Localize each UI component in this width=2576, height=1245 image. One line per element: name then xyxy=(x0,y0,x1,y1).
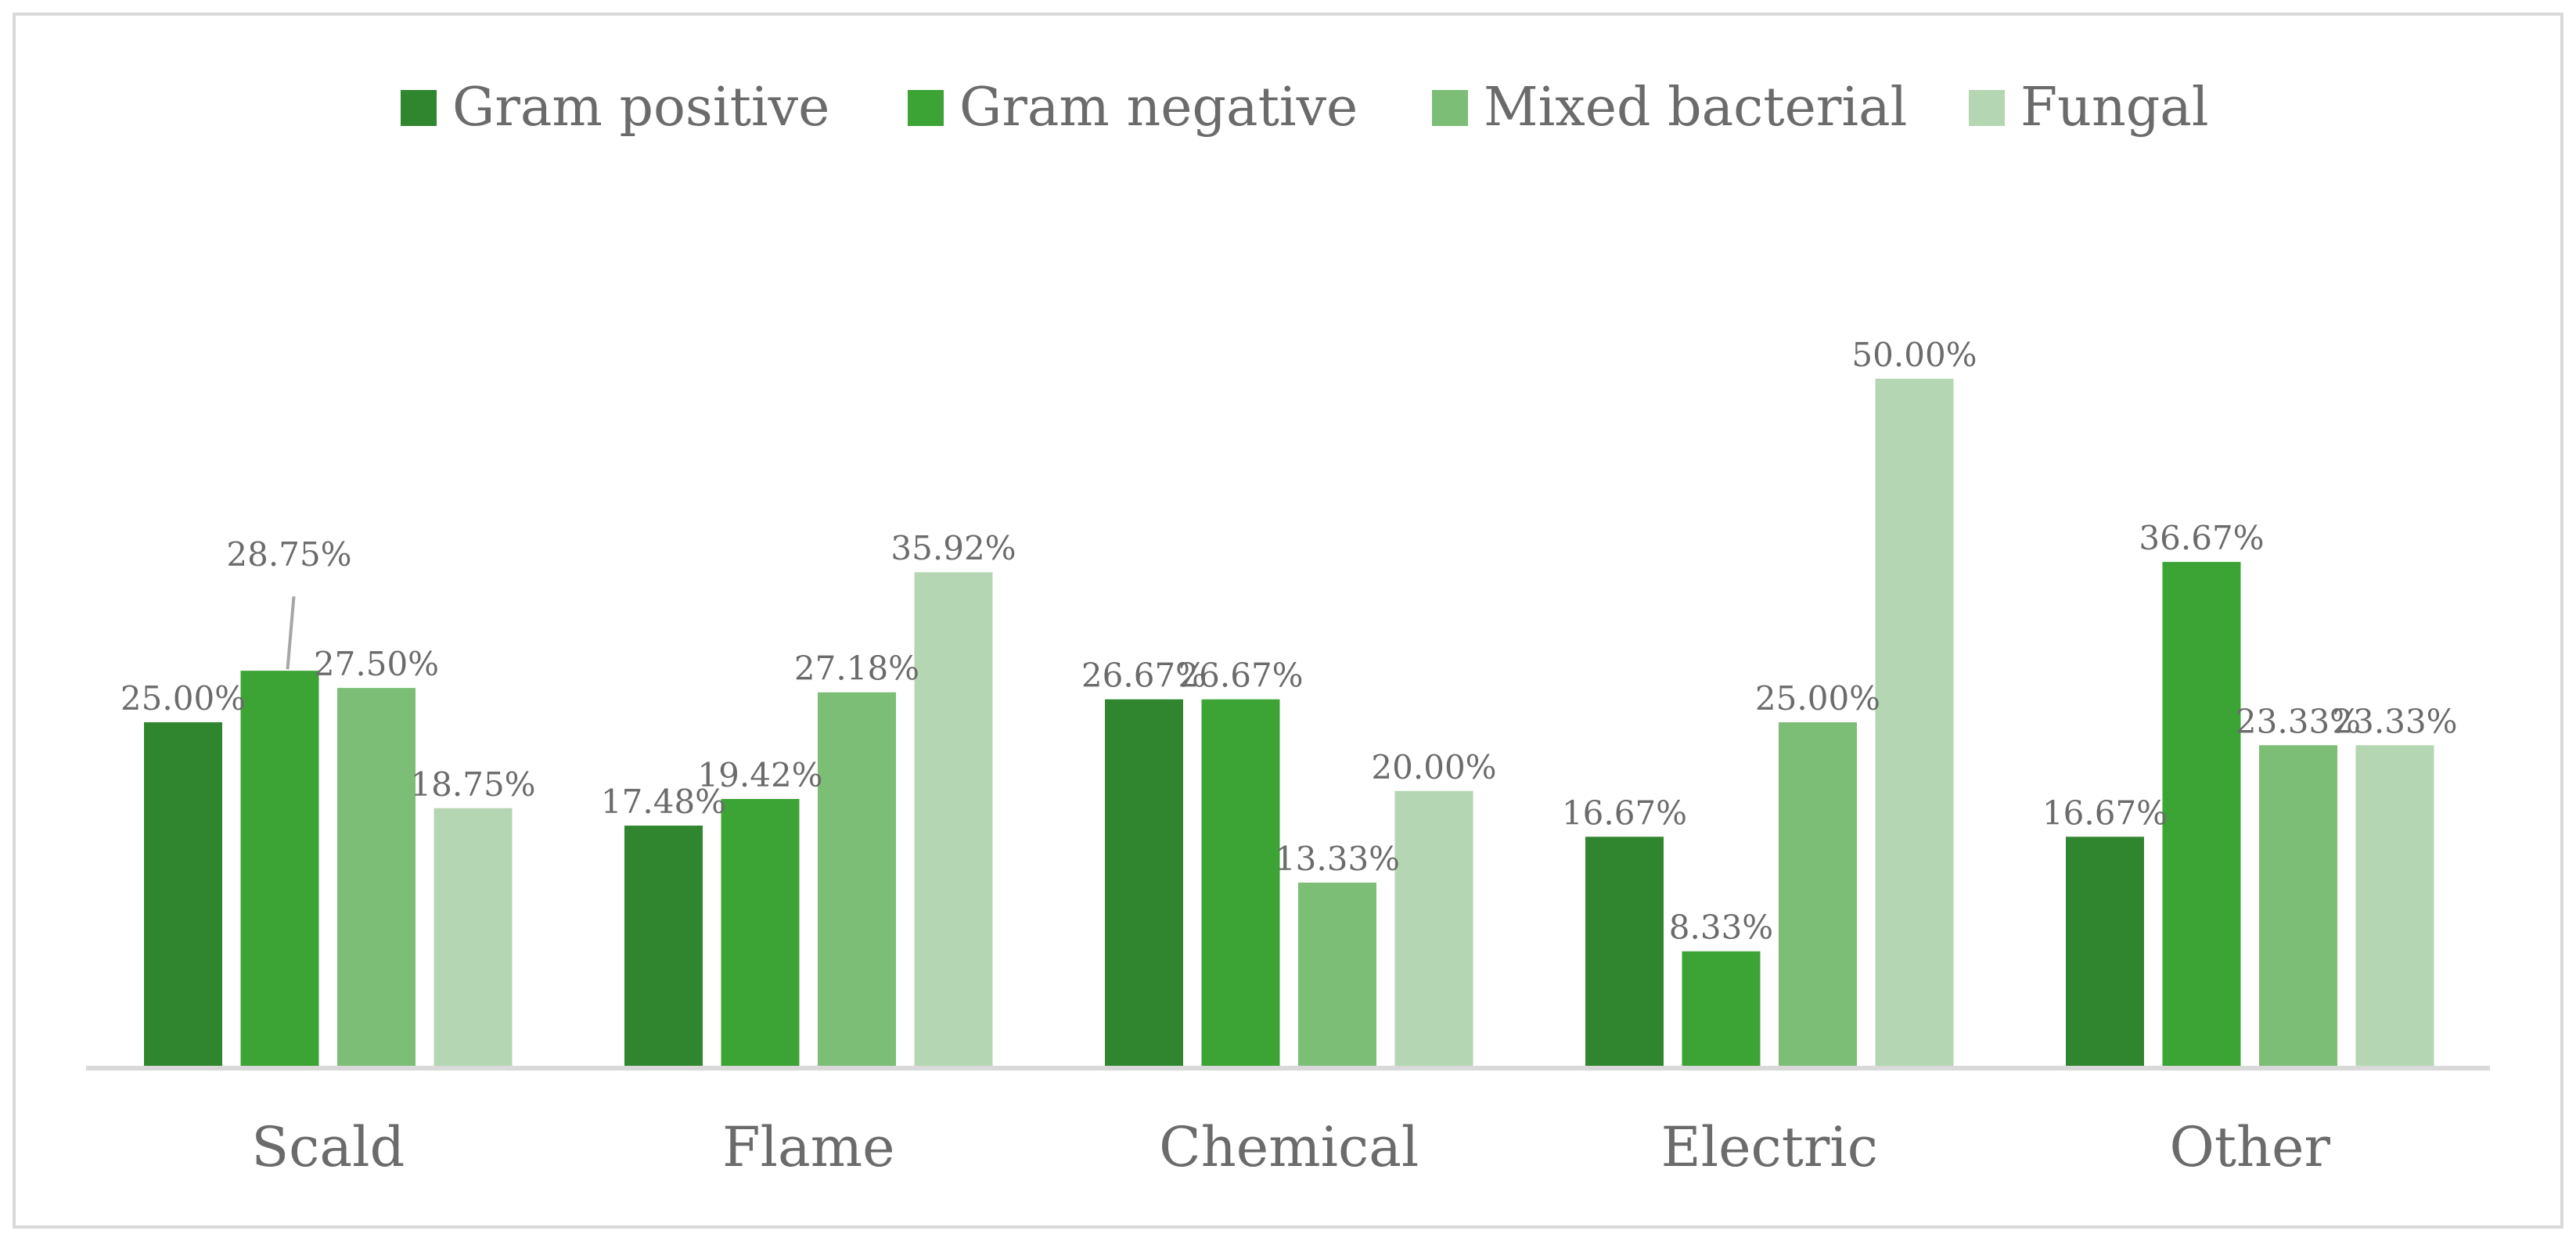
category-label-electric: Electric xyxy=(1661,1115,1878,1179)
data-label-electric-fungal: 50.00% xyxy=(1851,336,1977,374)
legend-swatch-fungal xyxy=(1969,90,2005,126)
bar-scald-fungal xyxy=(434,808,513,1066)
bar-electric-gram-positive xyxy=(1585,837,1664,1066)
category-label-chemical: Chemical xyxy=(1159,1115,1419,1179)
category-label-flame: Flame xyxy=(722,1115,895,1179)
bar-other-fungal xyxy=(2355,745,2434,1066)
data-label-electric-gram-positive: 16.67% xyxy=(1562,793,1687,832)
bar-flame-mixed-bacterial xyxy=(818,692,896,1066)
data-label-electric-gram-negative: 8.33% xyxy=(1669,909,1773,947)
legend-label-mixed-bacterial: Mixed bacterial xyxy=(1484,77,1907,139)
bar-flame-gram-positive xyxy=(624,826,703,1066)
bar-chemical-gram-positive xyxy=(1105,699,1183,1066)
bar-electric-mixed-bacterial xyxy=(1779,722,1857,1066)
legend-label-fungal: Fungal xyxy=(2020,77,2209,139)
data-label-other-gram-positive: 16.67% xyxy=(2042,793,2168,832)
bar-other-gram-positive xyxy=(2066,837,2144,1066)
bar-chemical-mixed-bacterial xyxy=(1298,882,1376,1066)
data-label-scald-gram-positive: 25.00% xyxy=(121,679,246,718)
data-label-flame-mixed-bacterial: 27.18% xyxy=(794,649,919,688)
data-labels-group: 25.00% 28.75% 27.50% 18.75% 17.48%19.42% 27.1… xyxy=(121,336,2458,947)
legend-label-gram-positive: Gram positive xyxy=(452,77,829,139)
legend-swatch-gram-negative xyxy=(908,90,944,126)
bars-group xyxy=(144,379,2434,1066)
data-label-flame-gram-positive: 17.48% xyxy=(601,783,726,821)
bar-flame-fungal xyxy=(914,572,993,1066)
legend-label-gram-negative: Gram negative xyxy=(959,77,1358,139)
data-label-chemical-gram-negative: 26.67% xyxy=(1178,657,1303,695)
category-labels-group: Scald Flame Chemical Electric Other xyxy=(251,1115,2330,1179)
bar-flame-gram-negative xyxy=(721,798,800,1066)
bar-electric-fungal xyxy=(1875,379,1954,1066)
legend-swatch-gram-positive xyxy=(401,90,437,126)
category-label-other: Other xyxy=(2170,1115,2331,1179)
data-label-other-mixed-bacterial: 23.33% xyxy=(2236,702,2361,740)
data-label-flame-fungal: 35.92% xyxy=(890,529,1016,567)
bar-chemical-gram-negative xyxy=(1201,699,1280,1066)
bar-scald-gram-negative xyxy=(240,671,319,1066)
data-label-scald-fungal: 18.75% xyxy=(410,765,535,804)
legend: Gram positive Gram negative Mixed bacteria… xyxy=(401,77,2209,139)
data-label-chemical-mixed-bacterial: 13.33% xyxy=(1275,840,1400,878)
data-label-electric-mixed-bacterial: 25.00% xyxy=(1755,679,1880,718)
bar-scald-gram-positive xyxy=(144,722,222,1066)
data-label-other-gram-negative: 36.67% xyxy=(2139,519,2264,557)
data-label-chemical-fungal: 20.00% xyxy=(1371,748,1496,786)
bar-other-gram-negative xyxy=(2162,562,2241,1066)
bar-electric-gram-negative xyxy=(1682,951,1761,1066)
data-label-flame-gram-negative: 19.42% xyxy=(697,756,822,794)
legend-swatch-mixed-bacterial xyxy=(1432,90,1468,126)
bar-scald-mixed-bacterial xyxy=(337,688,416,1066)
data-label-scald-mixed-bacterial: 27.50% xyxy=(314,645,439,683)
bar-other-mixed-bacterial xyxy=(2259,745,2337,1066)
leader-line-scald-gram-negative xyxy=(286,596,296,670)
bar-chemical-fungal xyxy=(1394,790,1473,1066)
data-label-chemical-gram-positive: 26.67% xyxy=(1081,657,1207,695)
data-label-other-fungal: 23.33% xyxy=(2332,702,2457,740)
category-label-scald: Scald xyxy=(251,1115,405,1179)
data-label-scald-gram-negative: 28.75% xyxy=(226,535,351,574)
